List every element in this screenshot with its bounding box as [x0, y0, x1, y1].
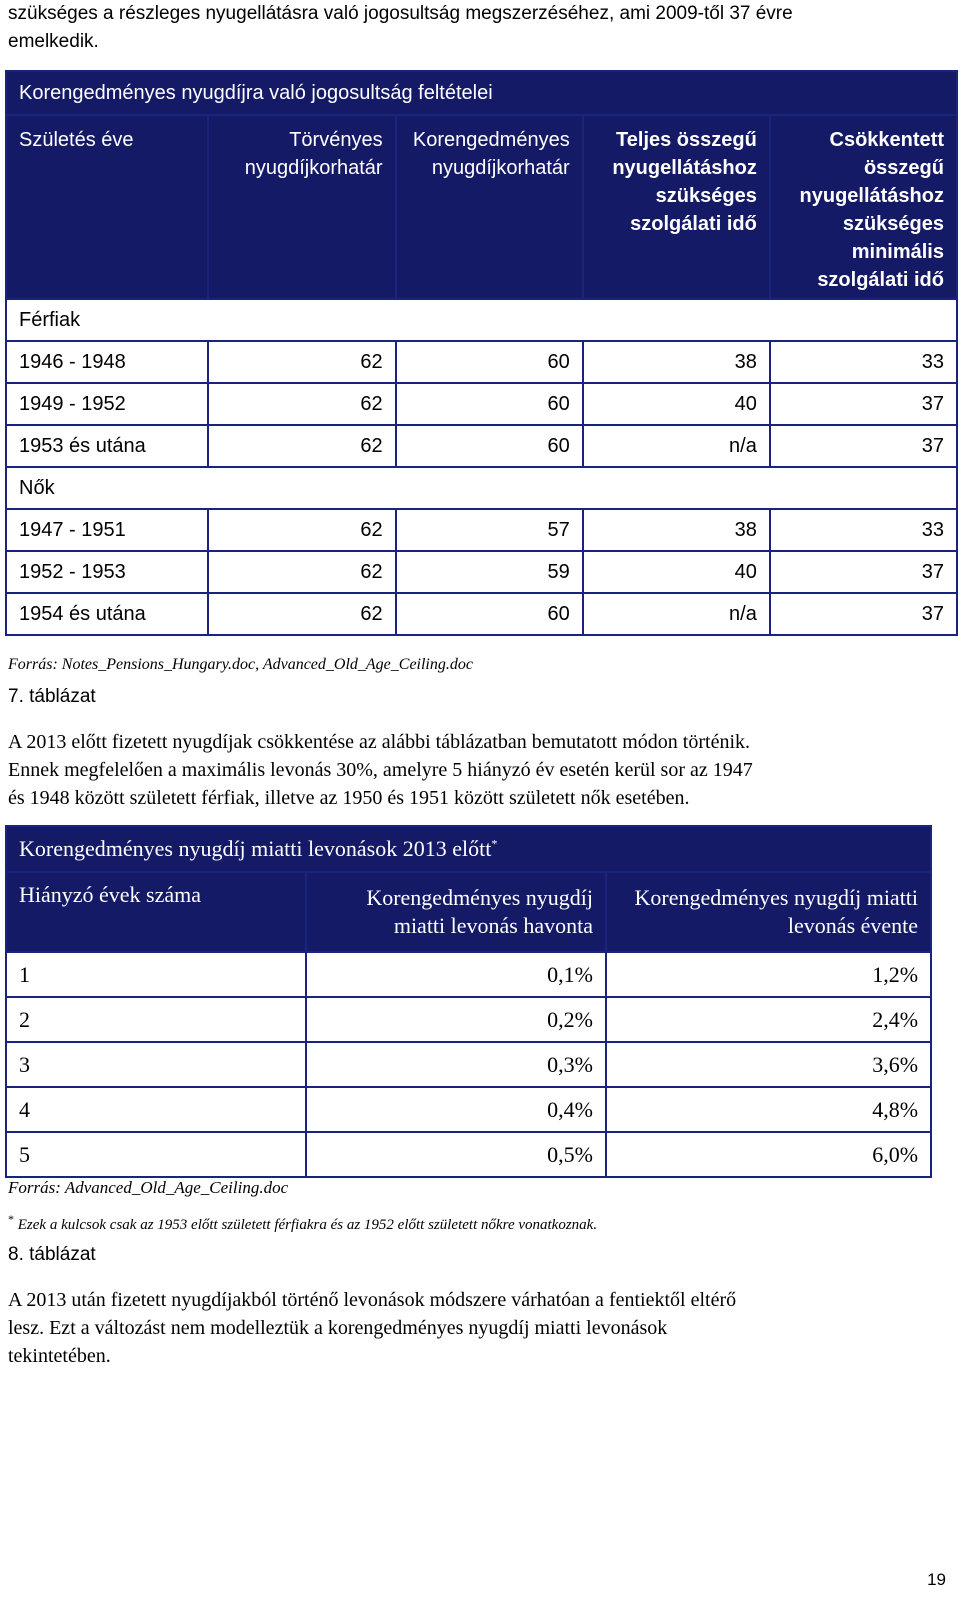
table-caption: 8. táblázat — [8, 1244, 96, 1265]
table-source: Forrás: Notes_Pensions_Hungary.doc, Adva… — [8, 656, 473, 673]
eligibility-table: Korengedményes nyugdíjra való jogosultsá… — [4, 70, 959, 636]
table-row: 3 0,3% 3,6% — [5, 1041, 933, 1088]
footnote-text: Ezek a kulcsok csak az 1953 előtt szület… — [17, 1217, 598, 1233]
table-title: Korengedményes nyugdíj miatti levonások … — [4, 825, 933, 873]
table-cell: 3 — [5, 1041, 307, 1088]
table-cell: 1953 és utána — [4, 424, 210, 468]
table-cell: 3,6% — [604, 1041, 933, 1088]
column-header: Korengedményes nyugdíj miatti levonás ha… — [305, 871, 607, 953]
paragraph-line: és 1948 között született férfiak, illetv… — [8, 787, 690, 809]
table-cell: 57 — [394, 508, 584, 552]
table-cell: n/a — [581, 424, 771, 468]
table-source: Forrás: Advanced_Old_Age_Ceiling.doc — [8, 1178, 289, 1197]
paragraph-line: tekintetében. — [8, 1345, 111, 1367]
table-row: 1 0,1% 1,2% — [5, 951, 933, 998]
page-number: 19 — [927, 1570, 946, 1589]
table-title: Korengedményes nyugdíjra való jogosultsá… — [5, 70, 958, 116]
column-header: Korengedményes nyugdíj miatti levonás év… — [604, 871, 933, 953]
table-cell: 1954 és utána — [4, 592, 210, 636]
table-cell: 60 — [394, 424, 584, 468]
group-label-men: Férfiak — [5, 299, 958, 342]
table-cell: 60 — [394, 592, 584, 636]
column-header: Születés éve — [4, 114, 210, 300]
table-cell: 62 — [207, 550, 397, 594]
table-cell: 0,2% — [305, 996, 607, 1043]
paragraph-line: szükséges a részleges nyugellátásra való… — [8, 3, 793, 24]
paragraph-line: lesz. Ezt a változást nem modelleztük a … — [8, 1317, 668, 1339]
table-cell: 62 — [207, 508, 397, 552]
deduction-table: Korengedményes nyugdíj miatti levonások … — [4, 825, 933, 1178]
table-caption: 7. táblázat — [8, 686, 96, 707]
table-row: 4 0,4% 4,8% — [5, 1086, 933, 1133]
table-cell: 62 — [207, 340, 397, 384]
table-cell: 37 — [768, 382, 959, 426]
footnote-marker: * — [8, 1212, 14, 1226]
table-cell: 2 — [5, 996, 307, 1043]
table-cell: 1,2% — [604, 951, 933, 998]
table-cell: 33 — [768, 508, 959, 552]
table-cell: 1 — [5, 951, 307, 998]
table-cell: 60 — [394, 340, 584, 384]
footnote-marker: * — [491, 836, 498, 851]
table-row: 1949 - 1952 62 60 40 37 — [4, 382, 959, 426]
group-label-women: Nők — [5, 466, 958, 510]
table-cell: 60 — [394, 382, 584, 426]
table-cell: n/a — [581, 592, 771, 636]
table-cell: 38 — [581, 508, 771, 552]
table-cell: 1946 - 1948 — [4, 340, 210, 384]
table-cell: 2,4% — [604, 996, 933, 1043]
table-row: 1946 - 1948 62 60 38 33 — [4, 340, 959, 384]
table-cell: 37 — [768, 550, 959, 594]
table-row: 5 0,5% 6,0% — [5, 1131, 933, 1178]
paragraph-line: A 2013 előtt fizetett nyugdíjak csökkent… — [8, 731, 751, 753]
table-cell: 0,3% — [305, 1041, 607, 1088]
table-cell: 5 — [5, 1131, 307, 1178]
table-cell: 40 — [581, 550, 771, 594]
table-cell: 6,0% — [604, 1131, 933, 1178]
footnote: * Ezek a kulcsok csak az 1953 előtt szül… — [8, 1212, 597, 1234]
table-row: 1953 és utána 62 60 n/a 37 — [4, 424, 959, 468]
column-header: Törvényes nyugdíjkorhatár — [207, 114, 397, 300]
column-header: Teljes összegű nyugellátáshoz szükséges … — [581, 114, 771, 300]
paragraph-line: A 2013 után fizetett nyugdíjakból történ… — [8, 1289, 737, 1311]
table-cell: 33 — [768, 340, 959, 384]
table-cell: 1949 - 1952 — [4, 382, 210, 426]
table-cell: 0,4% — [305, 1086, 607, 1133]
table-cell: 1952 - 1953 — [4, 550, 210, 594]
table-row: 1952 - 1953 62 59 40 37 — [4, 550, 959, 594]
table-cell: 40 — [581, 382, 771, 426]
table-cell: 0,5% — [305, 1131, 607, 1178]
column-header: Hiányzó évek száma — [5, 871, 307, 953]
column-header: Csökkentett összegű nyugellátáshoz szüks… — [768, 114, 959, 300]
table-cell: 38 — [581, 340, 771, 384]
table-cell: 37 — [768, 592, 959, 636]
table-row: 1954 és utána 62 60 n/a 37 — [4, 592, 959, 636]
table-cell: 4,8% — [604, 1086, 933, 1133]
table-row: 1947 - 1951 62 57 38 33 — [4, 508, 959, 552]
table-cell: 4 — [5, 1086, 307, 1133]
table-row: 2 0,2% 2,4% — [5, 996, 933, 1043]
table-cell: 62 — [207, 424, 397, 468]
column-header: Korengedményes nyugdíjkorhatár — [394, 114, 584, 300]
table-cell: 59 — [394, 550, 584, 594]
paragraph-line: emelkedik. — [8, 31, 99, 52]
table-title-text: Korengedményes nyugdíj miatti levonások … — [19, 836, 492, 861]
table-cell: 37 — [768, 424, 959, 468]
table-cell: 1947 - 1951 — [4, 508, 210, 552]
table-cell: 62 — [207, 592, 397, 636]
table-cell: 62 — [207, 382, 397, 426]
paragraph-line: Ennek megfelelően a maximális levonás 30… — [8, 759, 753, 781]
table-cell: 0,1% — [305, 951, 607, 998]
